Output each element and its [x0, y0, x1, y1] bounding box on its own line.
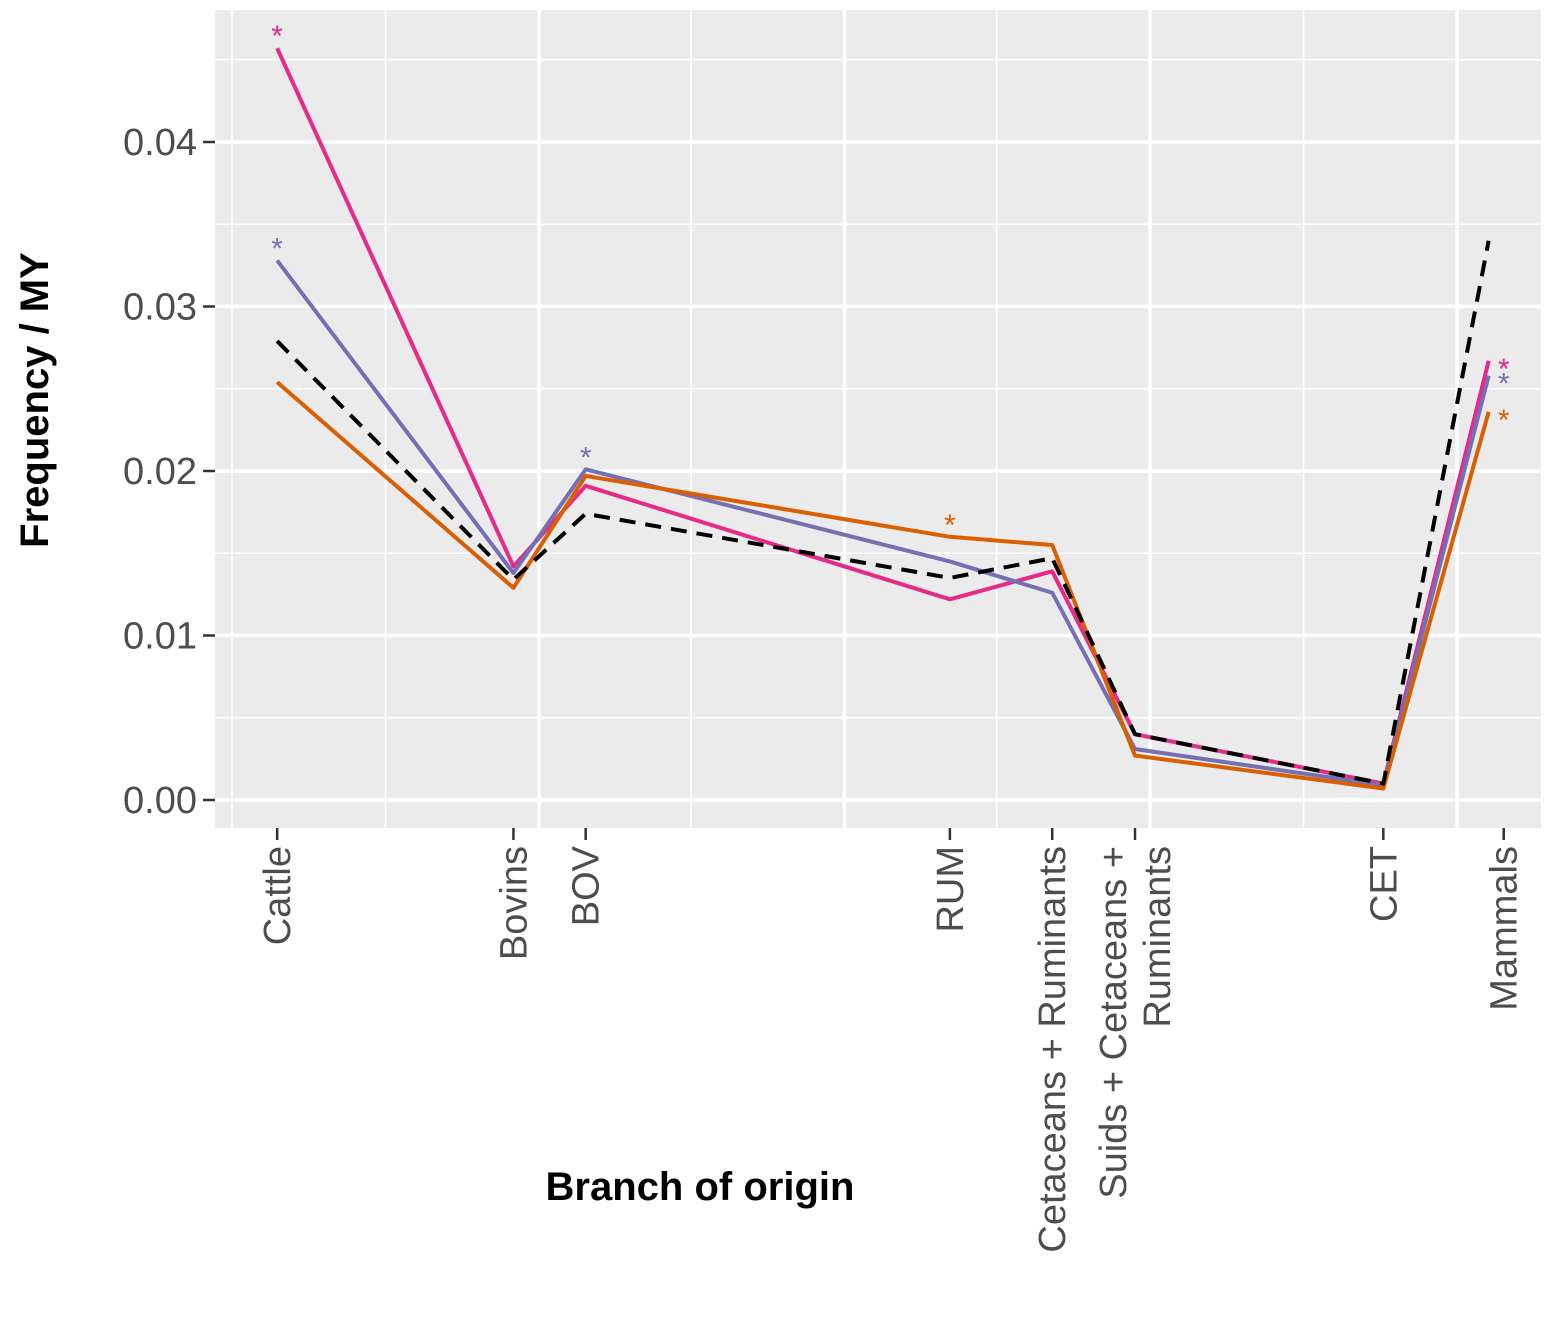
y-tick-label: 0.04 — [123, 122, 197, 164]
x-tick-label: RUM — [930, 846, 972, 933]
series-line-4 — [275, 240, 1491, 786]
y-tick-label: 0.02 — [123, 451, 197, 493]
x-tick-label-line: Cetaceans + Ruminants — [1032, 846, 1074, 1253]
significance-asterisk: * — [271, 232, 283, 265]
x-tick-label-line: Suids + Cetaceans + — [1093, 846, 1135, 1199]
x-tick-label-line: CET — [1363, 846, 1405, 922]
significance-markers: ******* — [271, 20, 1510, 542]
series-line-2 — [275, 259, 1491, 788]
x-tick-label-line: RUM — [930, 846, 972, 933]
x-tick-label: Cattle — [257, 846, 299, 945]
x-tick-label: Suids + Cetaceans +Ruminants — [1093, 846, 1179, 1199]
y-tick-label: 0.01 — [123, 616, 197, 658]
x-tick-label-line: Cattle — [257, 846, 299, 945]
minor-gridlines — [215, 10, 1541, 828]
series-lines — [275, 47, 1491, 791]
significance-asterisk: * — [1498, 353, 1510, 386]
x-tick-label-line: BOV — [566, 845, 608, 926]
significance-asterisk: * — [580, 441, 592, 474]
x-tick-label: CET — [1363, 846, 1405, 922]
x-axis-title: Branch of origin — [546, 1165, 855, 1209]
y-axis: 0.00 0.01 0.02 0.03 0.04 — [123, 122, 215, 822]
significance-asterisk: * — [271, 20, 283, 53]
x-tick-label-line: Bovins — [493, 846, 535, 960]
x-tick-label-line: Mammals — [1484, 846, 1526, 1011]
significance-asterisk: * — [1498, 368, 1510, 401]
x-tick-label: Mammals — [1484, 846, 1526, 1011]
y-tick-label: 0.00 — [123, 780, 197, 822]
significance-asterisk: * — [1498, 404, 1510, 437]
y-tick-label: 0.03 — [123, 287, 197, 329]
significance-asterisk: * — [944, 509, 956, 542]
x-tick-label: Bovins — [493, 846, 535, 960]
y-axis-title: Frequency / MY — [13, 252, 57, 548]
major-gridlines — [215, 10, 1541, 828]
x-tick-label-line: Ruminants — [1137, 846, 1179, 1028]
x-tick-label: BOV — [566, 845, 608, 926]
x-axis: Cattle Bovins BOV RUM Cetaceans + Ruminants S… — [257, 828, 1526, 1253]
plot-panel — [215, 10, 1541, 828]
x-tick-label: Cetaceans + Ruminants — [1032, 846, 1074, 1253]
